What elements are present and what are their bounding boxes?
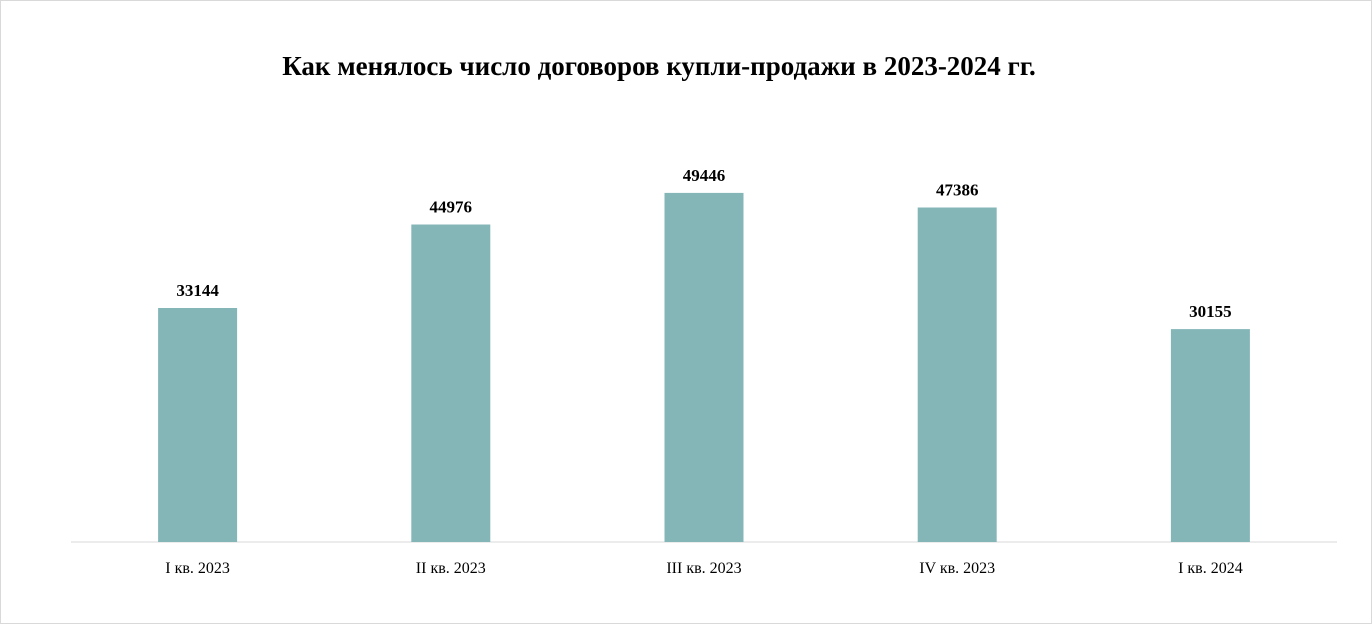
x-tick-label-5: I кв. 2024 (1178, 560, 1243, 577)
x-tick-label-2: II кв. 2023 (416, 560, 486, 577)
bar-2 (411, 224, 491, 542)
data-label-3: 49446 (683, 166, 726, 185)
x-tick-label-4: IV кв. 2023 (919, 560, 995, 577)
data-labels-group: 33144 44976 49446 47386 30155 (176, 166, 1231, 321)
x-tick-labels-group: I кв. 2023 II кв. 2023 III кв. 2023 IV кв. … (165, 560, 1242, 577)
data-label-4: 47386 (936, 181, 979, 200)
bar-3 (664, 192, 744, 542)
data-label-2: 44976 (430, 198, 473, 217)
chart-title: Как менялось число договоров купли-прода… (282, 51, 1036, 81)
bar-4 (917, 207, 997, 542)
data-label-1: 33144 (176, 281, 219, 300)
bar-1 (158, 308, 238, 542)
x-tick-label-3: III кв. 2023 (666, 560, 741, 577)
x-tick-label-1: I кв. 2023 (165, 560, 230, 577)
data-label-5: 30155 (1189, 302, 1232, 321)
bars-group (158, 192, 1250, 542)
bar-5 (1170, 329, 1250, 542)
